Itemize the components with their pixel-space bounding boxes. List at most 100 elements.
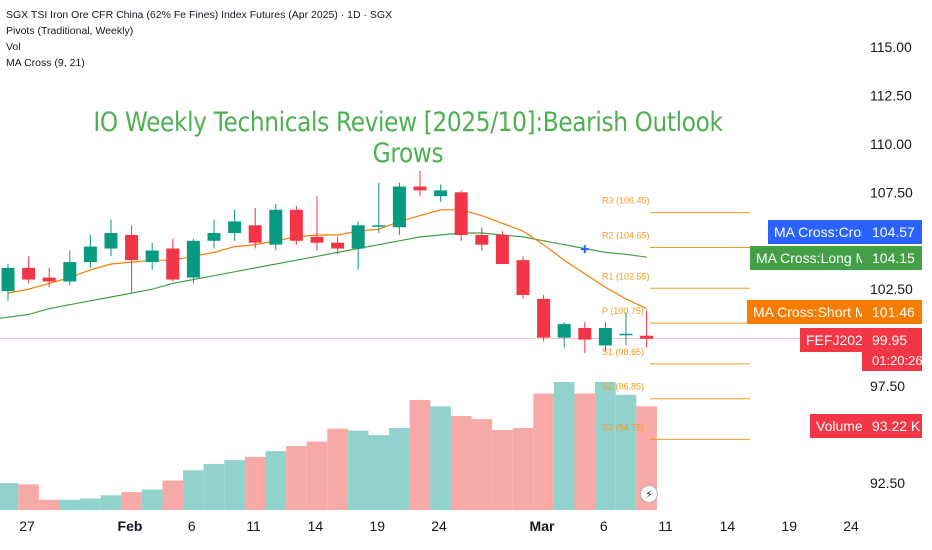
volume-bar — [368, 435, 390, 510]
volume-bar — [615, 394, 637, 510]
volume-bar — [80, 498, 101, 510]
volume-bar — [533, 393, 554, 510]
time-tick-label: 11 — [246, 518, 261, 534]
candle-body — [392, 186, 406, 228]
pivot-label: S2 (96.85) — [602, 382, 644, 392]
volume-bar — [244, 456, 266, 510]
time-tick-label: 24 — [843, 518, 859, 534]
candle-body — [289, 209, 303, 241]
volume-bar — [203, 463, 225, 510]
candle-body — [557, 324, 571, 338]
volume-indicator-label[interactable]: Vol — [6, 41, 21, 53]
lightning-icon[interactable]: ⚡ — [640, 485, 658, 503]
price-tick-label: 102.50 — [870, 281, 913, 297]
candle-body — [166, 248, 180, 280]
candle-body — [598, 327, 612, 346]
volume-bar — [327, 428, 348, 510]
volume-bar — [162, 480, 184, 510]
candle-body — [516, 260, 530, 296]
time-axis[interactable]: 27 Feb 6 11 14 19 24 Mar 6 11 14 19 24 — [19, 518, 859, 534]
pivot-label: S3 (94.75) — [602, 422, 644, 432]
volume-bar — [59, 499, 81, 510]
volume-bar — [492, 430, 513, 510]
moving-averages — [0, 209, 647, 319]
volume-bar — [595, 382, 616, 510]
volume-bar — [224, 460, 245, 510]
volume-bar — [0, 483, 19, 510]
ma-cross-marker — [580, 245, 589, 254]
short-ma-line — [7, 209, 647, 310]
price-axis[interactable]: 115.00 112.50 110.00 107.50 102.50 97.50 92.50 — [870, 39, 913, 491]
candle-body — [331, 242, 345, 249]
volume-label: Volume — [810, 414, 869, 438]
time-tick-label: Mar — [530, 518, 555, 534]
candle-body — [145, 250, 159, 263]
price-tick-label: 107.50 — [870, 184, 913, 200]
candlesticks — [1, 171, 654, 354]
symbol-title[interactable]: SGX TSI Iron Ore CFR China (62% Fe Fines… — [6, 9, 393, 21]
short-ma-label: MA Cross:Short MA — [747, 300, 882, 324]
time-tick-label: 27 — [19, 518, 35, 534]
candle-body — [207, 233, 221, 241]
candle-body — [640, 335, 654, 339]
volume-bar — [471, 419, 493, 510]
volume-bar — [141, 489, 163, 510]
candle-body — [42, 277, 56, 282]
price-tick-label: 115.00 — [870, 39, 912, 55]
long-ma-label: MA Cross:Long MA — [750, 246, 883, 270]
volume-value: 93.22 K — [862, 414, 922, 438]
price-tick-label: 97.50 — [870, 378, 905, 394]
time-tick-label: 14 — [720, 518, 736, 534]
candle-body — [413, 186, 427, 191]
volume-bars — [0, 382, 657, 510]
bar-countdown: 01:20:26 — [862, 350, 923, 371]
candle-body — [475, 234, 489, 245]
volume-bar — [409, 399, 431, 510]
volume-bar — [636, 406, 657, 510]
volume-bar — [306, 441, 328, 510]
candle-body — [228, 221, 242, 234]
candle-body — [434, 190, 448, 197]
volume-bar — [18, 484, 39, 510]
pivot-label: P (100.75) — [602, 306, 644, 316]
candle-body — [63, 262, 77, 282]
candle-body — [495, 234, 509, 265]
time-tick-label: Feb — [118, 518, 143, 534]
candle-body — [83, 246, 97, 263]
chart-legend: SGX TSI Iron Ore CFR China (62% Fe Fines… — [6, 7, 392, 71]
volume-bar — [100, 495, 122, 510]
ma-cross-value: 104.57 — [862, 220, 922, 244]
ma-cross-indicator-label[interactable]: MA Cross (9, 21) — [6, 57, 85, 69]
candle-body — [454, 192, 468, 235]
volume-bar — [121, 492, 142, 510]
volume-bar — [512, 428, 534, 510]
volume-bar — [574, 393, 596, 510]
candle-body — [310, 236, 324, 243]
candle-body — [619, 333, 633, 336]
volume-bar — [553, 382, 575, 510]
candle-body — [269, 209, 283, 245]
last-price-value: 99.95 — [862, 328, 922, 352]
volume-bar — [183, 470, 204, 510]
time-tick-label: 19 — [369, 518, 385, 534]
candle-body — [248, 225, 262, 243]
volume-bar — [286, 446, 307, 510]
pivot-label: R1 (102.55) — [602, 271, 650, 281]
pivot-label: R3 (106.45) — [602, 196, 650, 206]
pivot-label: R2 (104.65) — [602, 231, 650, 241]
candle-body — [372, 225, 386, 227]
volume-bar — [389, 428, 410, 510]
price-tick-label: 110.00 — [870, 136, 912, 152]
candle-body — [186, 240, 200, 278]
pivots-indicator-label[interactable]: Pivots (Traditional, Weekly) — [6, 25, 134, 37]
candle-body — [125, 234, 139, 261]
long-ma-line — [0, 232, 647, 319]
candle-body — [578, 327, 592, 340]
time-tick-label: 19 — [781, 518, 797, 534]
pivot-levels: R3 (106.45) R2 (104.65) R1 (102.55) P (100.… — [602, 196, 750, 440]
time-tick-label: 14 — [308, 518, 324, 534]
pivot-label: S1 (98.65) — [602, 347, 644, 357]
volume-bar — [450, 415, 472, 510]
volume-bar — [265, 451, 287, 510]
